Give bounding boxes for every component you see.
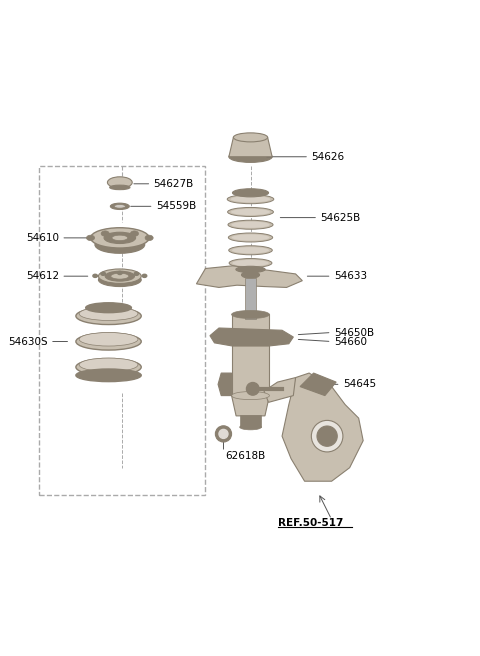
Ellipse shape (95, 236, 144, 253)
Ellipse shape (76, 358, 141, 376)
Ellipse shape (317, 426, 337, 446)
Ellipse shape (232, 189, 268, 197)
Ellipse shape (112, 235, 128, 241)
Bar (240, 415, 261, 427)
Ellipse shape (76, 333, 141, 350)
Ellipse shape (91, 228, 149, 248)
Polygon shape (300, 373, 336, 396)
Text: 54610: 54610 (26, 233, 59, 243)
Ellipse shape (231, 222, 270, 228)
Ellipse shape (76, 308, 141, 325)
Ellipse shape (98, 269, 141, 283)
Polygon shape (231, 396, 269, 416)
Bar (39, 166, 205, 495)
Ellipse shape (232, 260, 269, 266)
Ellipse shape (142, 274, 147, 277)
Text: 54660: 54660 (334, 337, 367, 346)
Ellipse shape (108, 177, 132, 188)
Ellipse shape (231, 196, 270, 202)
Ellipse shape (233, 133, 268, 142)
Ellipse shape (86, 303, 132, 313)
Text: 54612: 54612 (26, 271, 59, 281)
Bar (245, 278, 256, 319)
Polygon shape (264, 378, 296, 402)
Ellipse shape (145, 235, 153, 241)
Ellipse shape (86, 235, 95, 241)
Text: 54626: 54626 (312, 152, 345, 162)
Ellipse shape (231, 209, 270, 215)
Ellipse shape (134, 272, 139, 276)
Ellipse shape (79, 307, 138, 321)
Ellipse shape (114, 205, 125, 208)
Polygon shape (229, 137, 272, 157)
Ellipse shape (229, 151, 272, 163)
Ellipse shape (236, 266, 265, 273)
Circle shape (216, 426, 231, 442)
Ellipse shape (104, 232, 135, 243)
Polygon shape (196, 266, 302, 287)
Ellipse shape (79, 358, 138, 371)
Ellipse shape (101, 231, 109, 236)
Ellipse shape (228, 220, 273, 229)
Ellipse shape (93, 274, 97, 277)
Text: 54625B: 54625B (320, 213, 360, 222)
Ellipse shape (227, 195, 274, 204)
Circle shape (219, 430, 228, 438)
Ellipse shape (101, 272, 106, 276)
Text: 54630S: 54630S (8, 337, 48, 346)
Text: 54633: 54633 (334, 271, 367, 281)
Ellipse shape (240, 424, 261, 430)
Text: 54627B: 54627B (154, 179, 194, 189)
Text: 54645: 54645 (343, 379, 376, 389)
Polygon shape (210, 328, 293, 346)
Ellipse shape (76, 369, 141, 382)
Ellipse shape (229, 258, 272, 268)
Text: REF.50-517: REF.50-517 (277, 518, 343, 527)
Ellipse shape (228, 233, 273, 242)
Ellipse shape (110, 203, 129, 209)
Ellipse shape (232, 247, 269, 253)
Ellipse shape (230, 332, 271, 342)
Ellipse shape (231, 392, 269, 400)
Ellipse shape (131, 231, 139, 236)
Ellipse shape (241, 272, 260, 278)
Polygon shape (218, 373, 231, 396)
Ellipse shape (229, 246, 272, 255)
Ellipse shape (98, 273, 141, 287)
Bar (231, 314, 269, 396)
Ellipse shape (118, 272, 122, 274)
Text: 62618B: 62618B (226, 451, 266, 461)
Ellipse shape (110, 185, 130, 190)
Circle shape (246, 382, 259, 395)
Text: 54650B: 54650B (334, 327, 374, 337)
Polygon shape (282, 373, 363, 482)
Ellipse shape (228, 207, 274, 216)
Ellipse shape (105, 271, 134, 281)
Ellipse shape (312, 420, 343, 452)
Ellipse shape (111, 274, 129, 279)
Ellipse shape (231, 310, 269, 319)
Ellipse shape (79, 333, 138, 346)
Ellipse shape (232, 234, 269, 241)
Text: 54559B: 54559B (156, 201, 196, 211)
